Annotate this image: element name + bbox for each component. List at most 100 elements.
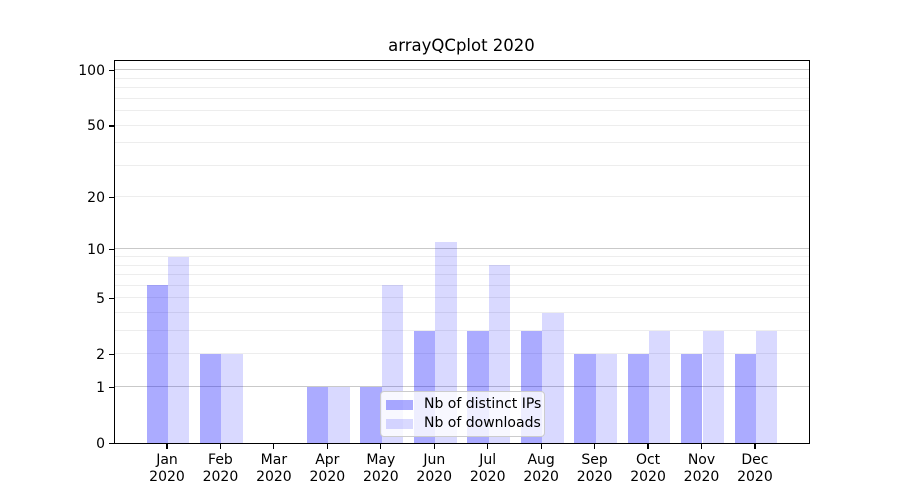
x-tick-label: Apr 2020 [297, 452, 357, 485]
legend: Nb of distinct IPs Nb of downloads [380, 391, 545, 437]
bar-nb-of-distinct-ips-sep [574, 353, 596, 443]
legend-swatch [386, 418, 413, 429]
x-axis-tick [380, 443, 382, 449]
x-axis-tick [219, 443, 222, 449]
x-tick-year: 2020 [630, 468, 666, 485]
bar-nb-of-downloads-jan [168, 256, 190, 443]
bar-nb-of-downloads-aug [542, 312, 564, 443]
bar-nb-of-distinct-ips-may [360, 386, 382, 443]
y-axis-tick [108, 354, 114, 356]
x-tick-month: Aug [527, 452, 555, 468]
x-tick-year: 2020 [202, 468, 239, 485]
major-gridline [114, 248, 809, 250]
y-tick-label: 0 [96, 435, 105, 452]
y-tick-label: 100 [78, 62, 105, 79]
x-axis-tick [273, 443, 275, 449]
x-tick-year: 2020 [256, 468, 292, 485]
x-tick-month: Dec [741, 452, 769, 468]
major-gridline [114, 69, 809, 71]
y-axis-tick [108, 386, 114, 389]
x-axis-tick [433, 443, 435, 449]
x-axis-tick [647, 443, 649, 449]
legend-label: Nb of downloads [424, 415, 541, 431]
y-axis-tick [108, 442, 114, 445]
y-axis-tick [108, 125, 114, 127]
x-tick-label: Dec 2020 [725, 452, 785, 485]
minor-gridline [114, 110, 809, 112]
x-tick-month: May [366, 452, 396, 468]
bar-nb-of-downloads-dec [755, 330, 778, 443]
minor-gridline [114, 297, 809, 299]
bar-nb-of-downloads-apr [328, 386, 350, 443]
y-tick-label: 50 [87, 118, 105, 134]
minor-gridline [114, 256, 809, 258]
minor-gridline [114, 164, 809, 166]
x-tick-year: 2020 [362, 468, 399, 485]
legend-label: Nb of distinct IPs [424, 396, 542, 412]
minor-gridline [114, 264, 809, 266]
x-tick-year: 2020 [469, 468, 506, 485]
bar-nb-of-downloads-nov [702, 330, 724, 443]
plot-area [113, 60, 810, 444]
minor-gridline [114, 330, 809, 332]
minor-gridline [114, 97, 809, 99]
x-tick-month: Sep [581, 452, 608, 468]
x-tick-month: Feb [208, 452, 233, 468]
x-tick-label: Feb 2020 [190, 452, 250, 485]
x-tick-month: Apr [315, 452, 340, 468]
legend-swatch [386, 399, 413, 410]
x-tick-year: 2020 [683, 468, 720, 485]
y-axis-tick [108, 249, 114, 251]
x-tick-year: 2020 [523, 468, 559, 485]
x-axis-tick [700, 443, 703, 449]
x-tick-label: May 2020 [351, 452, 411, 485]
legend-row: Nb of downloads [386, 416, 541, 431]
minor-gridline [114, 274, 809, 276]
x-axis-tick [326, 443, 328, 449]
bar-nb-of-distinct-ips-feb [200, 353, 222, 443]
x-tick-label: Jun 2020 [404, 452, 464, 485]
x-tick-label: Sep 2020 [565, 452, 625, 485]
bar-nb-of-distinct-ips-oct [627, 353, 650, 443]
x-tick-month: Oct [635, 452, 661, 468]
chart-title: arrayQCplot 2020 [388, 36, 535, 55]
x-axis-tick [754, 443, 756, 449]
minor-gridline [114, 142, 809, 144]
bar-nb-of-downloads-oct [649, 330, 671, 443]
y-tick-label: 5 [96, 290, 105, 307]
minor-gridline [114, 77, 809, 79]
x-tick-month: Jul [479, 452, 497, 468]
y-tick-label: 10 [87, 241, 105, 258]
x-tick-label: Jan 2020 [137, 452, 197, 485]
minor-gridline [114, 353, 809, 355]
y-axis-tick [108, 197, 114, 199]
x-tick-label: Aug 2020 [511, 452, 571, 485]
bar-nb-of-distinct-ips-nov [681, 353, 703, 443]
x-axis-tick [540, 443, 542, 449]
legend-row: Nb of distinct IPs [386, 397, 541, 412]
x-tick-year: 2020 [576, 468, 613, 485]
x-axis-tick [487, 443, 489, 449]
y-axis-tick [108, 70, 114, 72]
y-tick-label: 2 [96, 346, 105, 363]
x-tick-label: Mar 2020 [244, 452, 304, 485]
x-tick-label: Oct 2020 [618, 452, 678, 485]
minor-gridline [114, 312, 809, 314]
y-tick-label: 20 [87, 189, 105, 206]
x-tick-month: Mar [260, 452, 288, 468]
x-tick-month: Jun [423, 452, 446, 468]
minor-gridline [114, 196, 809, 198]
y-tick-label: 1 [96, 379, 105, 396]
bar-nb-of-distinct-ips-jan [146, 285, 168, 443]
major-gridline [114, 386, 809, 388]
minor-gridline [114, 124, 809, 126]
bar-nb-of-downloads-sep [595, 353, 617, 443]
x-tick-year: 2020 [309, 468, 346, 485]
bar-nb-of-distinct-ips-dec [734, 353, 756, 443]
x-tick-month: Nov [687, 452, 716, 468]
bar-nb-of-distinct-ips-apr [306, 386, 329, 443]
minor-gridline [114, 87, 809, 89]
y-axis-tick [108, 298, 114, 300]
x-axis-tick [594, 443, 596, 449]
